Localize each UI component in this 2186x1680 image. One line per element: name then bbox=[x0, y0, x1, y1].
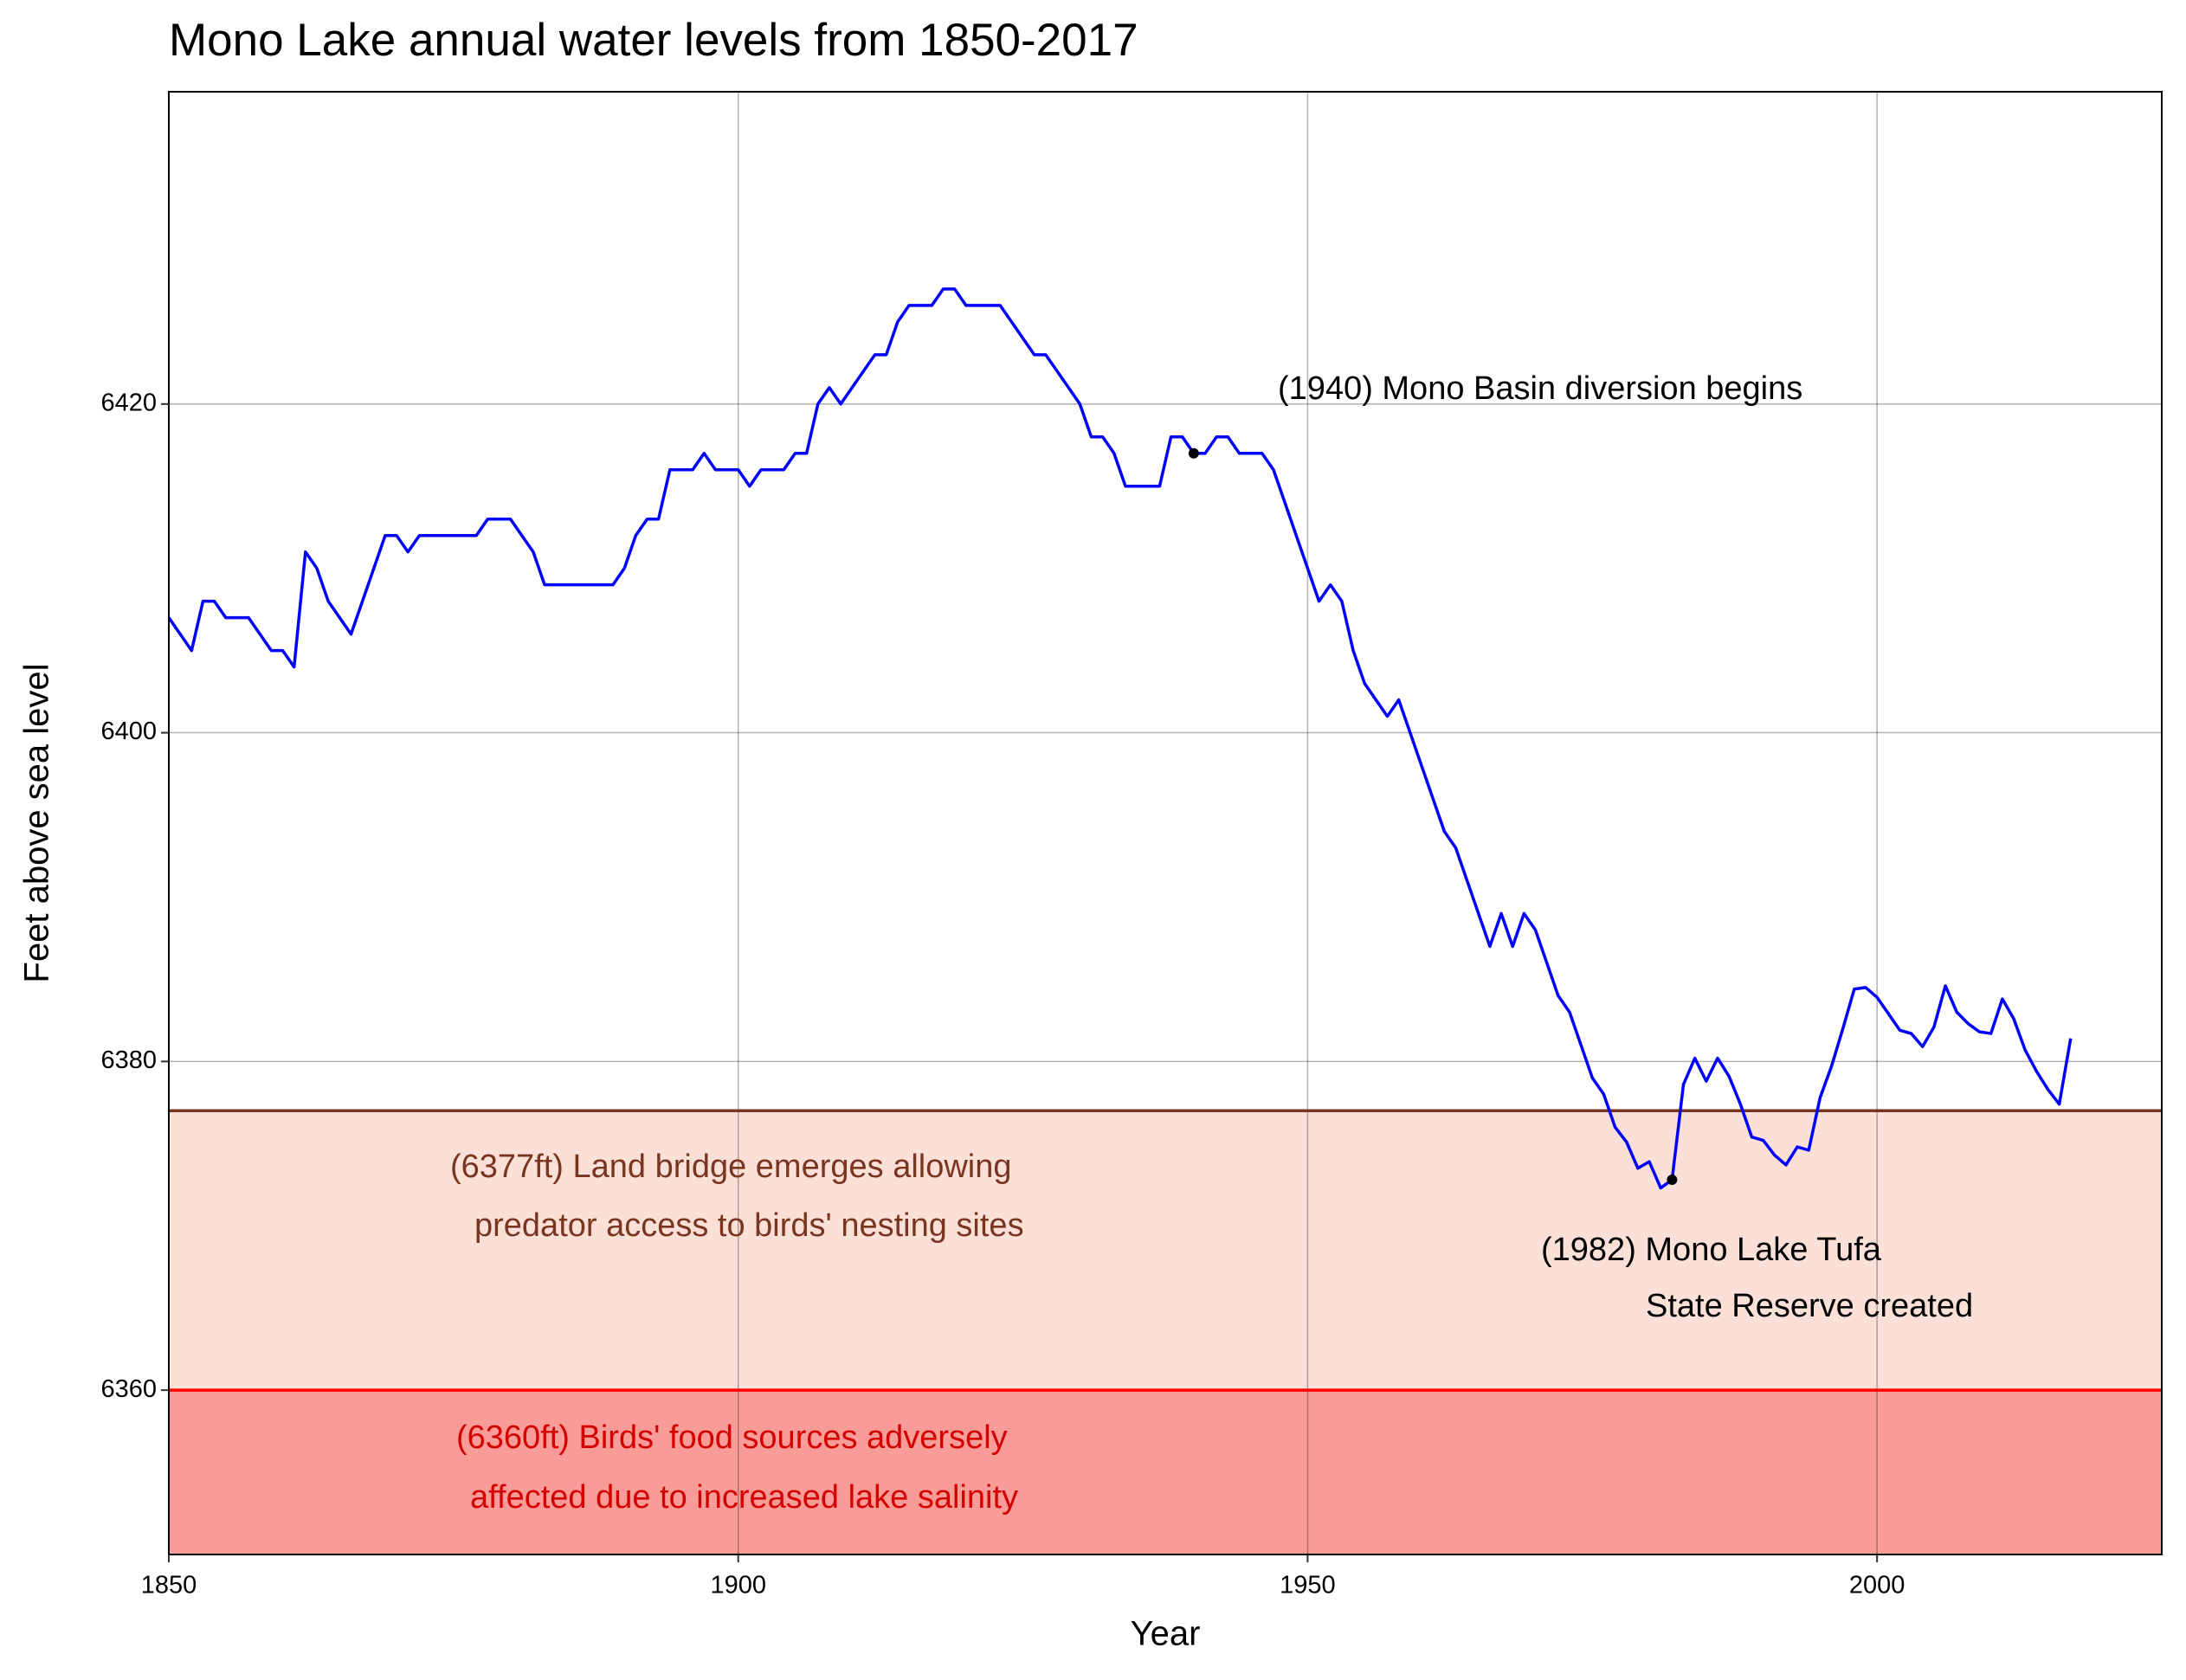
water-level-line bbox=[167, 287, 2073, 1190]
x-tick-label: 1850 bbox=[141, 1572, 197, 1600]
threshold-label: affected due to increased lake salinity bbox=[470, 1479, 1018, 1516]
threshold-band bbox=[169, 1390, 2162, 1554]
x-tick-label: 1900 bbox=[710, 1572, 766, 1600]
event-point bbox=[1667, 1175, 1678, 1186]
event-label: State Reserve created bbox=[1646, 1288, 1973, 1324]
y-tick-label: 6360 bbox=[100, 1375, 157, 1403]
y-tick-label: 6400 bbox=[100, 718, 157, 745]
threshold-band bbox=[169, 1110, 2162, 1391]
y-tick-label: 6420 bbox=[100, 389, 157, 416]
plot-frame bbox=[168, 91, 2163, 1555]
threshold-label: (6377ft) Land bridge emerges allowing bbox=[450, 1149, 1012, 1185]
x-axis-title: Year bbox=[1131, 1615, 1201, 1653]
y-axis-title: Feet above sea level bbox=[18, 663, 56, 982]
x-tick-label: 2000 bbox=[1849, 1572, 1905, 1600]
threshold-label: predator access to birds' nesting sites bbox=[474, 1207, 1024, 1244]
chart-title: Mono Lake annual water levels from 1850-… bbox=[169, 15, 1138, 66]
event-point bbox=[1188, 447, 1199, 459]
y-tick-label: 6380 bbox=[100, 1046, 157, 1074]
event-label: (1982) Mono Lake Tufa bbox=[1541, 1232, 1882, 1268]
threshold-label: (6360ft) Birds' food sources adversely bbox=[456, 1419, 1008, 1456]
event-label: (1940) Mono Basin diversion begins bbox=[1278, 370, 1802, 407]
x-tick-label: 1950 bbox=[1280, 1572, 1336, 1600]
